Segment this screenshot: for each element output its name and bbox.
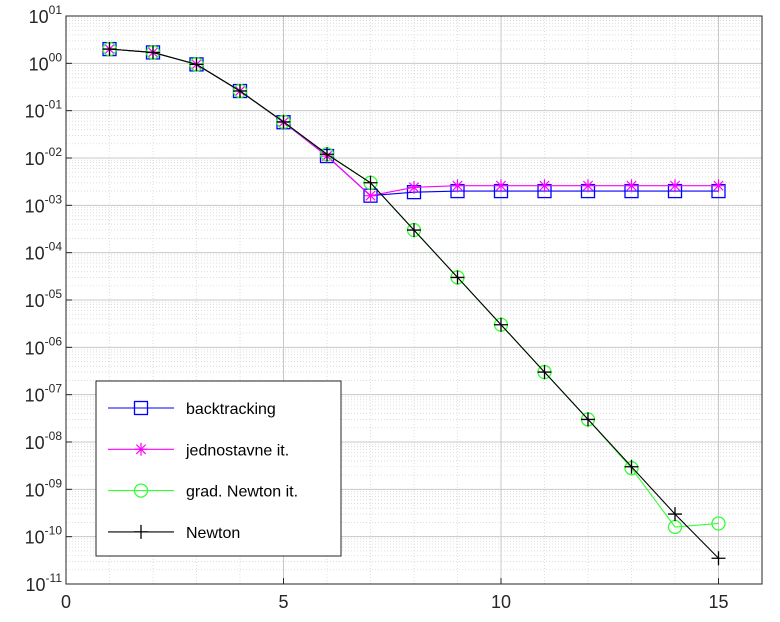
data-point: [407, 180, 421, 194]
data-point: [581, 412, 595, 427]
legend-marker: [133, 483, 149, 498]
y-tick-label: 10-04: [25, 240, 63, 264]
x-tick-label: 15: [708, 592, 728, 612]
data-point: [363, 175, 378, 190]
x-tick-label: 10: [491, 592, 511, 612]
y-tick-label: 10-09: [25, 476, 63, 500]
x-tick-label: 5: [278, 592, 288, 612]
legend-item: Newton: [108, 524, 240, 542]
data-point: [450, 270, 465, 285]
data-point: [189, 57, 204, 72]
data-point: [537, 365, 552, 380]
plot-frame: [65, 15, 763, 585]
data-point: [102, 42, 117, 57]
legend-marker: [134, 442, 148, 456]
legend-item: jednostavne it.: [108, 442, 289, 459]
data-point: [494, 179, 508, 193]
data-point: [668, 179, 682, 193]
data-point: [364, 189, 377, 203]
y-tick-label: 10-05: [25, 287, 63, 311]
legend-box: [95, 380, 342, 557]
y-tick-label: 10-07: [25, 382, 63, 406]
y-tick-label: 10-03: [25, 192, 63, 216]
legend-item: grad. Newton it.: [108, 483, 298, 501]
legend-item: backtracking: [108, 400, 276, 418]
data-point: [538, 179, 551, 193]
x-tick-label: 0: [61, 592, 71, 612]
data-point: [624, 459, 639, 474]
data-point: [451, 179, 464, 193]
legend-label: jednostavne it.: [185, 442, 289, 459]
legend-marker: [134, 524, 148, 539]
y-tick-label: 10-10: [25, 524, 63, 548]
axis-ticks: 0 5 10 15 1001 1000 10-01 10-02 10-03 10-04 10-05 1…: [25, 3, 729, 612]
legend-marker: [133, 400, 149, 416]
grid: [65, 15, 762, 585]
legend-label: grad. Newton it.: [186, 484, 298, 501]
data-point: [581, 179, 595, 193]
legend-label: Newton: [186, 525, 240, 542]
y-tick-label: 10-11: [26, 571, 63, 595]
y-tick-label: 10-08: [25, 429, 63, 453]
data-point: [711, 551, 726, 566]
legend: backtracking jednostavne it. grad. Newton …: [95, 380, 342, 557]
data-point: [494, 317, 508, 332]
data-point: [233, 84, 247, 99]
data-point: [712, 179, 725, 193]
data-point: [320, 147, 334, 162]
data-point: [668, 507, 682, 522]
series-newton: [102, 42, 726, 566]
y-tick-label: 1000: [29, 50, 63, 74]
y-tick-label: 10-01: [25, 98, 63, 122]
data-point: [146, 45, 160, 60]
series-layer: [102, 41, 726, 566]
data-point: [625, 179, 638, 193]
data-point: [711, 516, 726, 531]
legend-label: backtracking: [186, 401, 276, 418]
y-tick-label: 10-06: [25, 334, 63, 358]
y-tick-label: 10-02: [25, 145, 63, 169]
y-tick-label: 1001: [29, 3, 63, 27]
data-point: [407, 223, 421, 238]
data-point: [276, 114, 291, 129]
